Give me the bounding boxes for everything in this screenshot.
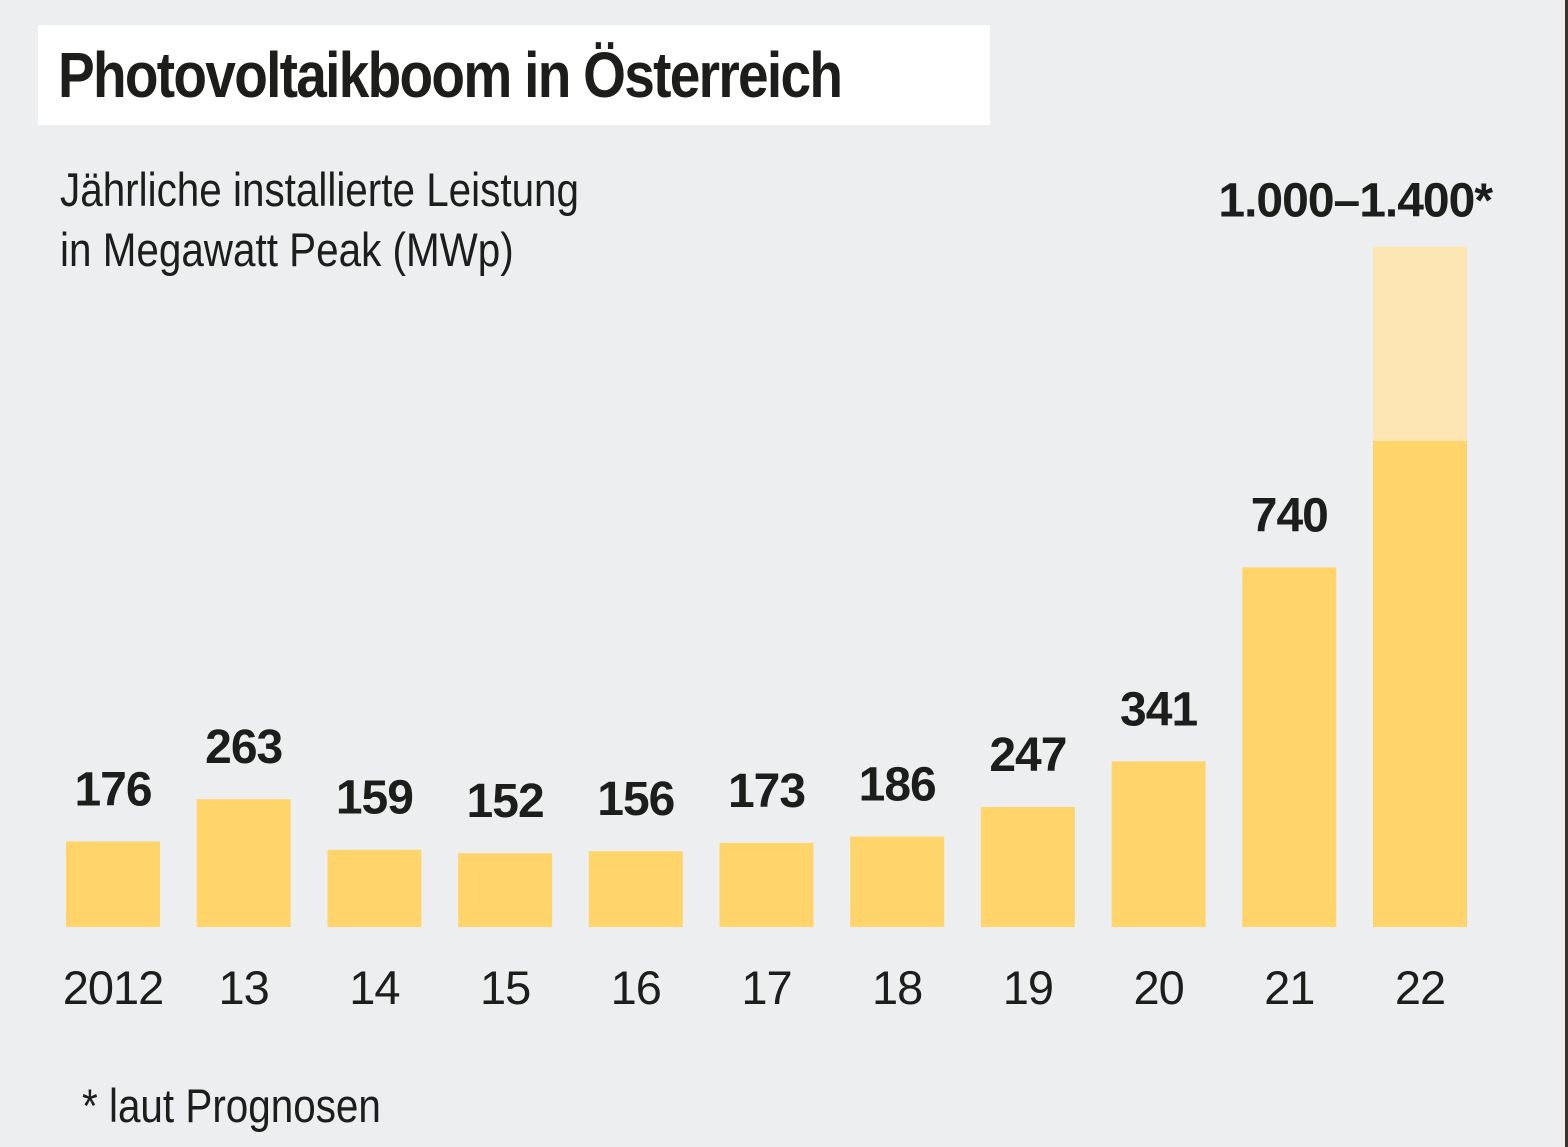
bar-18 <box>850 836 945 927</box>
data-label: 159 <box>336 772 413 825</box>
x-tick-label: 18 <box>872 961 922 1014</box>
data-label: 176 <box>74 763 151 816</box>
x-tick-label: 13 <box>219 961 269 1014</box>
data-label: 173 <box>728 765 805 818</box>
x-tick-label: 19 <box>1003 961 1053 1014</box>
x-tick-label: 16 <box>611 961 661 1014</box>
data-label: 740 <box>1251 489 1328 542</box>
x-tick-label: 15 <box>480 961 530 1014</box>
data-label: 263 <box>205 721 282 774</box>
data-label: 186 <box>859 759 936 812</box>
chart-subtitle: Jährliche installierte Leistung in Megaw… <box>60 160 579 280</box>
forecast-range-bar <box>1373 246 1467 441</box>
bar-14 <box>327 849 422 927</box>
bar-15 <box>458 853 553 927</box>
x-tick-label: 22 <box>1395 961 1445 1014</box>
bar-20 <box>1111 761 1206 927</box>
x-tick-label: 2012 <box>63 961 164 1014</box>
x-tick-label: 17 <box>741 961 791 1014</box>
bar-19 <box>980 806 1075 927</box>
data-label: 341 <box>1120 683 1197 736</box>
footnote: * laut Prognosen <box>82 1079 381 1132</box>
bar-21 <box>1242 567 1337 927</box>
x-tick-label: 20 <box>1133 961 1183 1014</box>
data-label: 152 <box>467 775 544 828</box>
data-label: 156 <box>597 773 674 826</box>
x-tick-label: 21 <box>1264 961 1314 1014</box>
bar-17 <box>719 842 814 927</box>
chart-title: Photovoltaikboom in Österreich <box>58 39 843 111</box>
bar-2012 <box>66 841 160 927</box>
subtitle-line: Jährliche installierte Leistung <box>60 163 580 216</box>
right-border <box>1565 0 1568 1147</box>
bar-16 <box>588 851 683 927</box>
data-label: 247 <box>989 729 1066 782</box>
subtitle-line: in Megawatt Peak (MWp) <box>60 223 514 276</box>
title-box <box>38 25 990 125</box>
data-label: 1.000–1.400* <box>1218 175 1493 228</box>
x-tick-label: 14 <box>349 961 399 1014</box>
bar-13 <box>196 799 291 927</box>
bar-22 <box>1373 441 1467 927</box>
